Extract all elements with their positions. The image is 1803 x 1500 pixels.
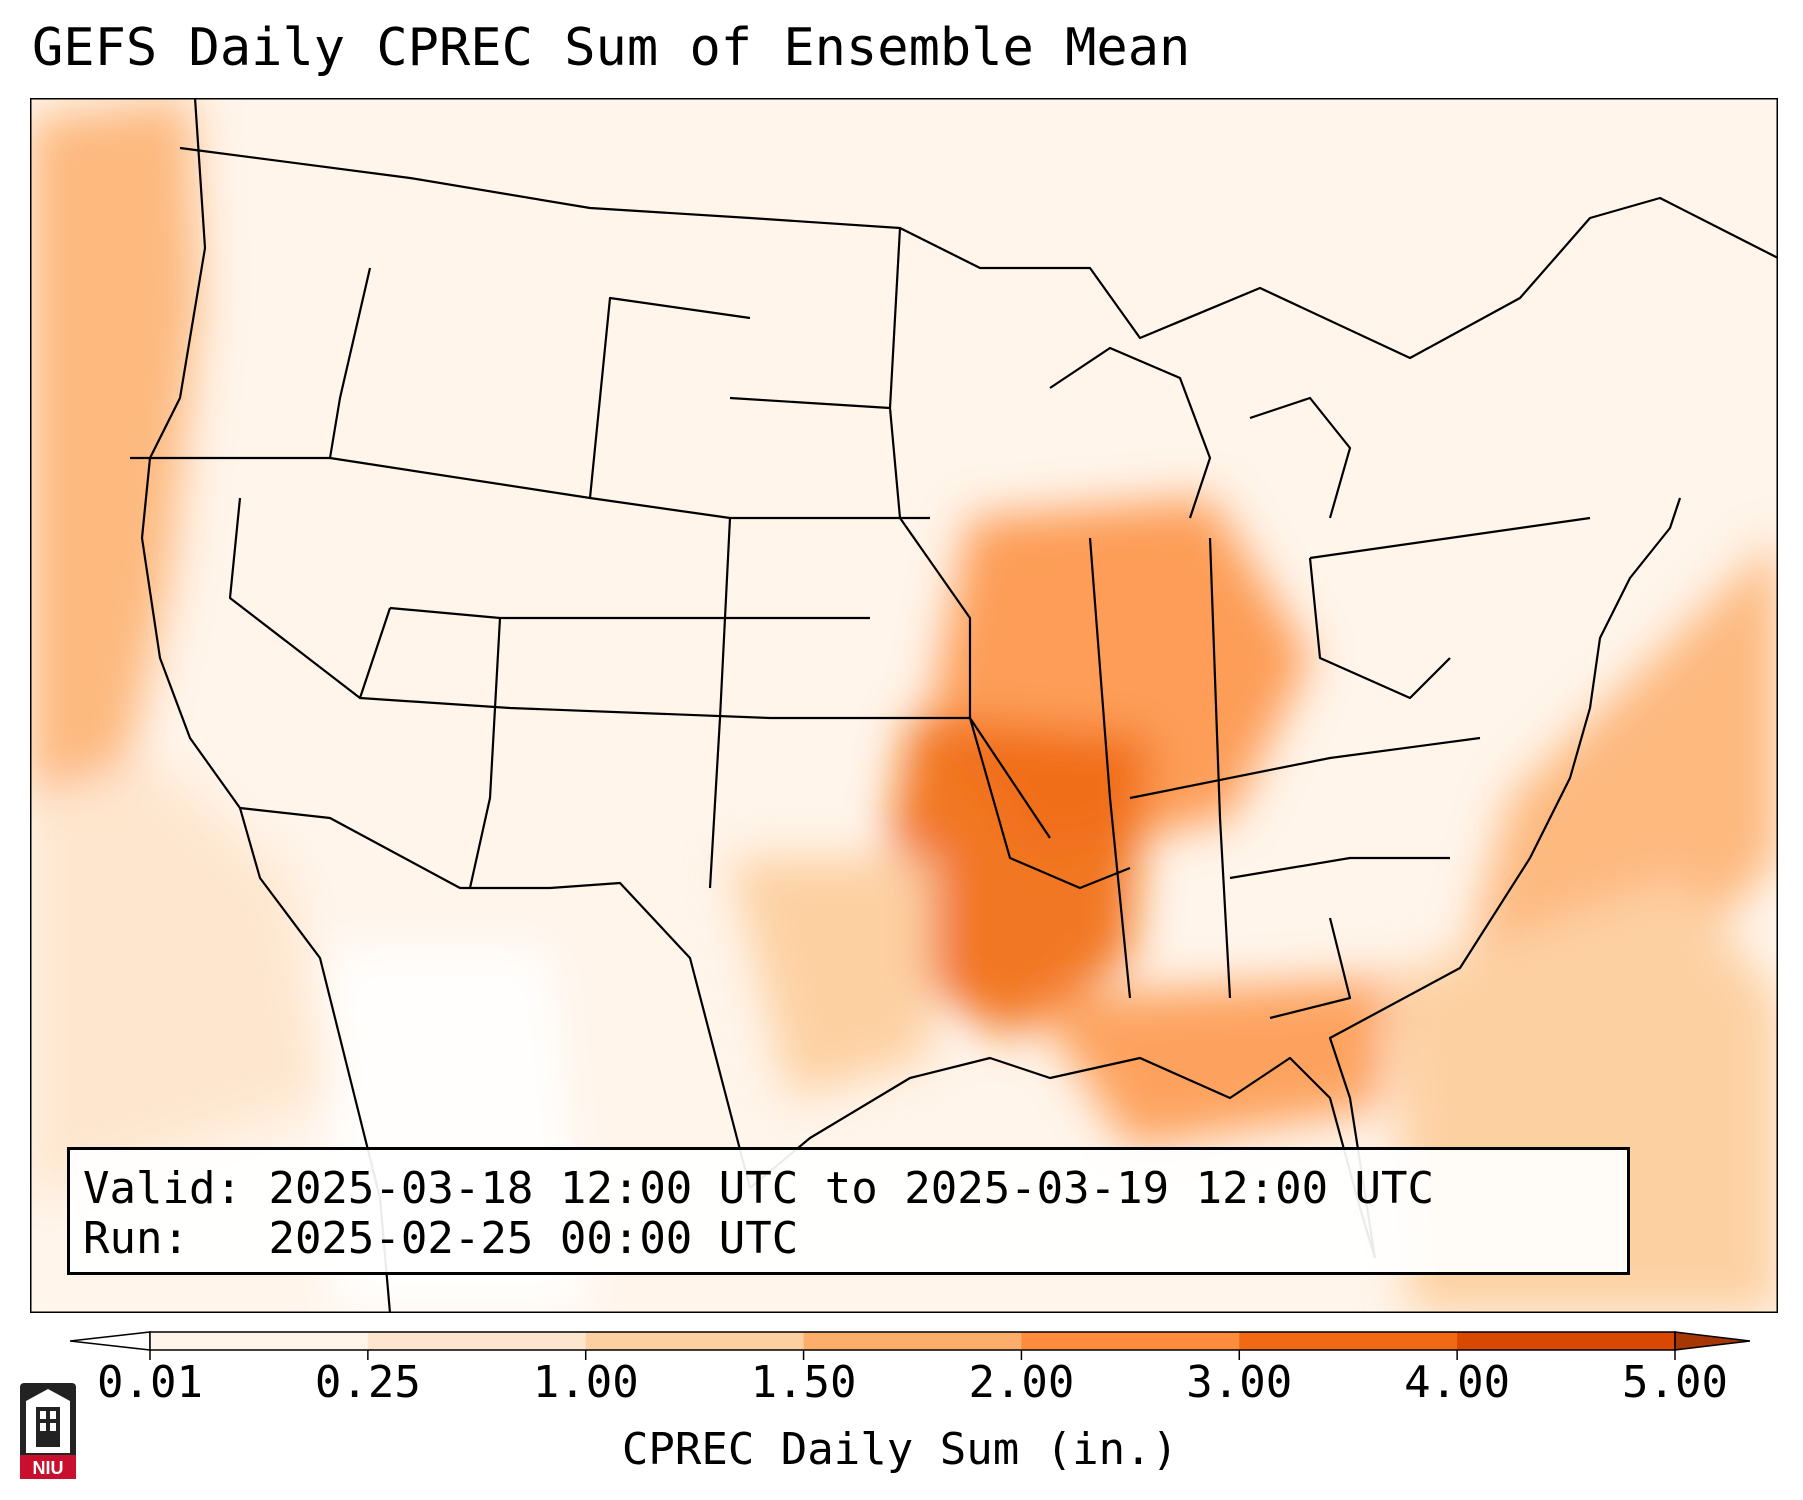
- colorbar-tick-label: 3.00: [1186, 1357, 1293, 1408]
- state-line-9: [588, 296, 751, 499]
- colorbar-tick-label: 4.00: [1404, 1357, 1511, 1408]
- state-line-12: [1088, 537, 1132, 999]
- state-line-8: [729, 396, 1051, 839]
- precip-area-pacific-nw: [30, 98, 200, 818]
- precip-area-gulf-coast: [1030, 978, 1390, 1148]
- colorbar-over-arrow: [1674, 1331, 1750, 1351]
- colorbar-outline: [149, 1331, 1676, 1351]
- logo-text: NIU: [33, 1458, 64, 1478]
- state-line-13: [1208, 537, 1232, 999]
- run-line: Run: 2025-02-25 00:00 UTC: [83, 1214, 798, 1264]
- colorbar-segment: [803, 1332, 1022, 1350]
- coastline-west: [140, 98, 392, 1313]
- colorbar-tick-label: 0.25: [314, 1357, 421, 1408]
- coastline-east: [1328, 497, 1682, 1259]
- niu-logo-icon: NIU: [20, 1383, 76, 1479]
- colorbar-segment: [367, 1332, 587, 1350]
- valid-run-info-box: Valid: 2025-03-18 12:00 UTC to 2025-03-1…: [67, 1147, 1630, 1275]
- colorbar-label: CPREC Daily Sum (in.): [621, 1424, 1179, 1475]
- state-line-17: [1229, 856, 1450, 880]
- run-value: 2025-02-25 00:00 UTC: [268, 1213, 799, 1264]
- state-line-6: [468, 617, 502, 889]
- colorbar-tick-label: 0.01: [97, 1357, 203, 1408]
- great-lakes: [1049, 346, 1352, 519]
- colorbar-tick-label: 5.00: [1622, 1357, 1728, 1408]
- state-line-1: [130, 267, 372, 460]
- border-canada: [179, 146, 1778, 360]
- state-line-15: [1309, 516, 1591, 560]
- state-line-18: [1269, 917, 1352, 1020]
- border-mexico: [239, 806, 752, 1189]
- colorbar-under-arrow: [70, 1331, 151, 1351]
- colorbar-segment: [1021, 1332, 1240, 1350]
- state-line-10: [888, 227, 902, 409]
- valid-value: 2025-03-18 12:00 UTC to 2025-03-19 12:00…: [268, 1163, 1435, 1214]
- valid-label: Valid:: [83, 1163, 242, 1214]
- colorbar-tick-label: 2.00: [968, 1357, 1075, 1408]
- colorbar-tick-label: 1.00: [532, 1357, 639, 1408]
- coastline-gulf: [749, 1056, 1377, 1259]
- colorbar-segment: [150, 1332, 369, 1350]
- state-line-7: [708, 517, 732, 889]
- state-line-3: [228, 497, 392, 700]
- precip-area-texas: [730, 858, 930, 1098]
- state-line-2: [329, 456, 930, 520]
- colorbar-segment: [1239, 1332, 1458, 1350]
- colorbar-segment: [585, 1332, 805, 1350]
- colorbar-tick-label: 1.50: [750, 1357, 857, 1408]
- run-label: Run:: [83, 1213, 189, 1264]
- valid-line: Valid: 2025-03-18 12:00 UTC to 2025-03-1…: [83, 1164, 1434, 1214]
- chart-title: GEFS Daily CPREC Sum of Ensemble Mean: [32, 18, 1191, 78]
- colorbar: [70, 1331, 1750, 1360]
- state-line-5: [359, 696, 970, 720]
- precip-area-west-coast: [30, 758, 330, 1198]
- precip-area-mid-south: [890, 718, 1150, 1038]
- state-line-4: [389, 606, 870, 620]
- state-boundaries: [130, 98, 1778, 1313]
- state-line-14: [1129, 736, 1481, 800]
- precip-map: [30, 98, 1778, 1313]
- colorbar-segment: [1457, 1332, 1676, 1350]
- state-line-16: [1308, 557, 1451, 700]
- state-line-11: [968, 717, 1131, 890]
